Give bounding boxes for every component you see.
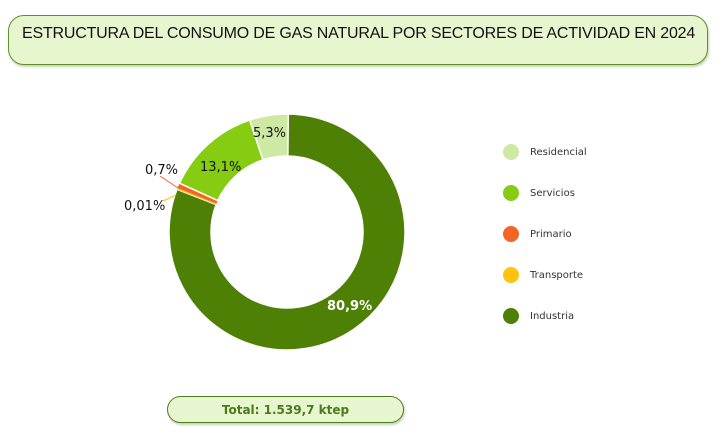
legend-label: Transporte (530, 269, 584, 281)
total-box: Total: 1.539,7 ktep (167, 396, 404, 423)
label-transporte: 0,01% (124, 199, 165, 214)
legend-item-industria: Industria (503, 307, 574, 325)
legend-label: Residencial (530, 146, 587, 158)
leader-line-transporte (162, 194, 177, 202)
leader-line-primario (159, 175, 179, 189)
legend-dot-icon (503, 226, 519, 242)
legend-label: Industria (530, 310, 575, 322)
legend-item-residencial: Residencial (503, 143, 587, 161)
donut-slices (168, 113, 406, 351)
slice-residencial (248, 113, 290, 161)
chart-title: ESTRUCTURA DEL CONSUMO DE GAS NATURAL PO… (22, 25, 696, 42)
label-primario: 0,7% (145, 163, 178, 178)
slice-industria (168, 113, 406, 351)
legend-item-primario: Primario (503, 225, 572, 243)
legend-dot-icon (503, 185, 519, 201)
slice-primario (177, 183, 218, 204)
label-servicios: 13,1% (200, 160, 241, 175)
legend-item-transporte: Transporte (503, 266, 583, 284)
slice-transporte (176, 187, 217, 205)
chart-title-box: ESTRUCTURA DEL CONSUMO DE GAS NATURAL PO… (8, 15, 708, 65)
label-residencial: 5,3% (253, 126, 286, 141)
total-label: Total: 1.539,7 ktep (221, 402, 350, 417)
legend-label: Servicios (530, 187, 575, 199)
legend-dot-icon (503, 144, 519, 160)
label-industria: 80,9% (327, 299, 372, 314)
legend-label: Primario (530, 228, 572, 240)
legend-dot-icon (503, 267, 519, 283)
legend-item-servicios: Servicios (503, 184, 575, 202)
legend-dot-icon (503, 308, 519, 324)
